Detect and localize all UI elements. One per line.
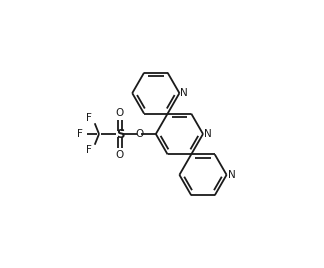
Text: O: O	[116, 108, 124, 118]
Text: F: F	[87, 145, 92, 155]
Text: F: F	[87, 113, 92, 123]
Text: N: N	[227, 170, 235, 180]
Text: N: N	[180, 88, 188, 98]
Text: O: O	[135, 129, 143, 139]
Text: S: S	[116, 128, 124, 140]
Text: O: O	[116, 150, 124, 160]
Text: N: N	[204, 129, 212, 139]
Text: F: F	[77, 129, 83, 139]
